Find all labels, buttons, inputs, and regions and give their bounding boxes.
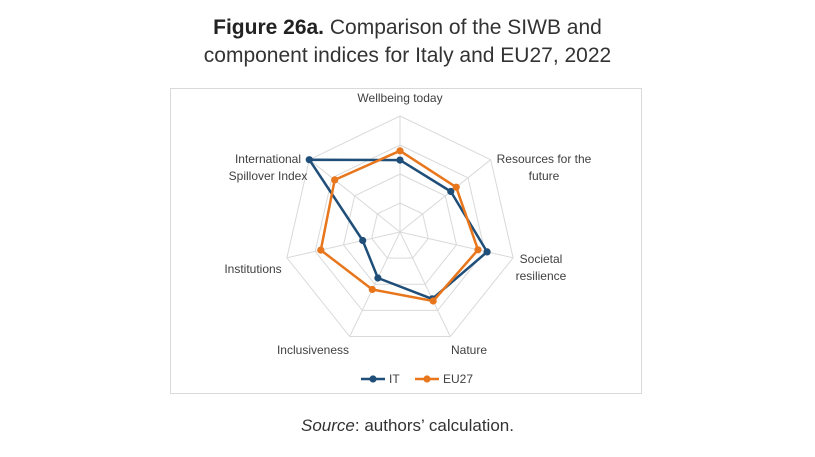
point-eu27-7: [331, 176, 339, 184]
figure-label: Figure 26a.: [213, 16, 325, 39]
source-text: : authors’ calculation.: [354, 416, 514, 435]
spoke-5: [349, 231, 401, 337]
source-label: Source: [301, 416, 355, 435]
spoke-4: [399, 231, 451, 337]
source-note: Source: authors’ calculation.: [0, 416, 815, 436]
spoke-3: [399, 231, 514, 259]
spoke-2: [399, 159, 492, 233]
legend-label-eu27: EU27: [443, 372, 473, 386]
point-eu27-3: [474, 246, 482, 254]
chart-title: Figure 26a. Comparison of the SIWB and c…: [0, 14, 815, 70]
point-it-6: [359, 236, 367, 245]
point-eu27-1: [396, 147, 404, 155]
legend-marker-eu27: [423, 375, 431, 383]
series-line-it: [308, 158, 489, 301]
series-line-eu27: [319, 149, 480, 303]
title-line-2: component indices for Italy and EU27, 20…: [203, 44, 612, 67]
point-eu27-6: [317, 246, 325, 254]
point-it-5: [374, 274, 382, 282]
chart-area: Wellbeing today Resources for the future So…: [170, 88, 642, 394]
axis-label-6: Institutions: [224, 262, 281, 276]
spoke-6: [286, 231, 401, 259]
axis-label-2: Resources for the future: [497, 152, 592, 183]
axis-label-5: Inclusiveness: [277, 343, 349, 357]
legend-marker-it: [369, 375, 377, 383]
axis-label-4: Nature: [451, 343, 487, 357]
grid-ring-2: [342, 173, 458, 285]
legend-label-it: IT: [389, 372, 400, 386]
axis-label-7: International Spillover Index: [229, 152, 308, 183]
axis-label-3: Societal resilience: [516, 252, 567, 283]
radar-chart: Wellbeing today Resources for the future So…: [224, 91, 592, 386]
point-it-2: [447, 187, 455, 196]
grid-ring-1: [371, 202, 429, 259]
point-it-1: [396, 156, 404, 164]
title-line-1-text: Comparison of the SIWB and: [324, 16, 602, 39]
point-it-3: [483, 248, 491, 256]
grid-ring-4: [286, 115, 514, 337]
title-line-1: Figure 26a. Comparison of the SIWB and: [0, 14, 815, 42]
point-eu27-2: [452, 183, 460, 191]
point-eu27-5: [368, 285, 376, 294]
axis-label-1: Wellbeing today: [357, 91, 442, 105]
point-it-7: [305, 156, 313, 164]
point-eu27-4: [429, 297, 437, 305]
spoke-7: [308, 159, 401, 233]
